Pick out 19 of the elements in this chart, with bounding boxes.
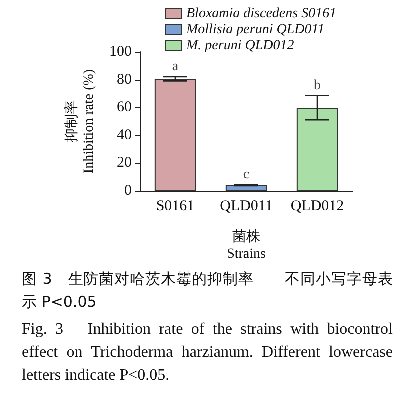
y-tick-label: 60 [117, 100, 132, 116]
x-tick-label: QLD012 [290, 198, 344, 214]
y-tick-label: 20 [117, 155, 132, 172]
legend-label: M. peruni QLD012 [186, 38, 294, 54]
annotation: c [243, 167, 250, 182]
legend-label: Mollisia peruni QLD011 [186, 22, 325, 38]
x-tick-label: QLD011 [220, 198, 273, 214]
y-axis-title: 抑制率 Inhibition rate (%) [64, 69, 97, 174]
y-tick-label: 0 [124, 183, 132, 199]
annotation: b [314, 78, 321, 94]
annotation: a [172, 60, 180, 75]
x-tick-label: S0161 [156, 198, 195, 214]
x-axis-title: 菌株 Strains [227, 229, 266, 262]
caption: Fig. 3 Inhibition rate of the strains with biocontrol effect on Trichoderma harzianum. Different lowercase letters indicate P<0.05. [22, 320, 393, 386]
caption: 图 3 生防菌对哈茨木霉的抑制率 不同小写字母表示 P<0.05 [22, 269, 393, 313]
y-tick-label: 100 [110, 44, 132, 60]
legend-label: Bloxamia discedens S0161 [186, 6, 337, 22]
y-tick-label: 40 [117, 127, 132, 144]
y-tick-label: 80 [117, 72, 132, 88]
